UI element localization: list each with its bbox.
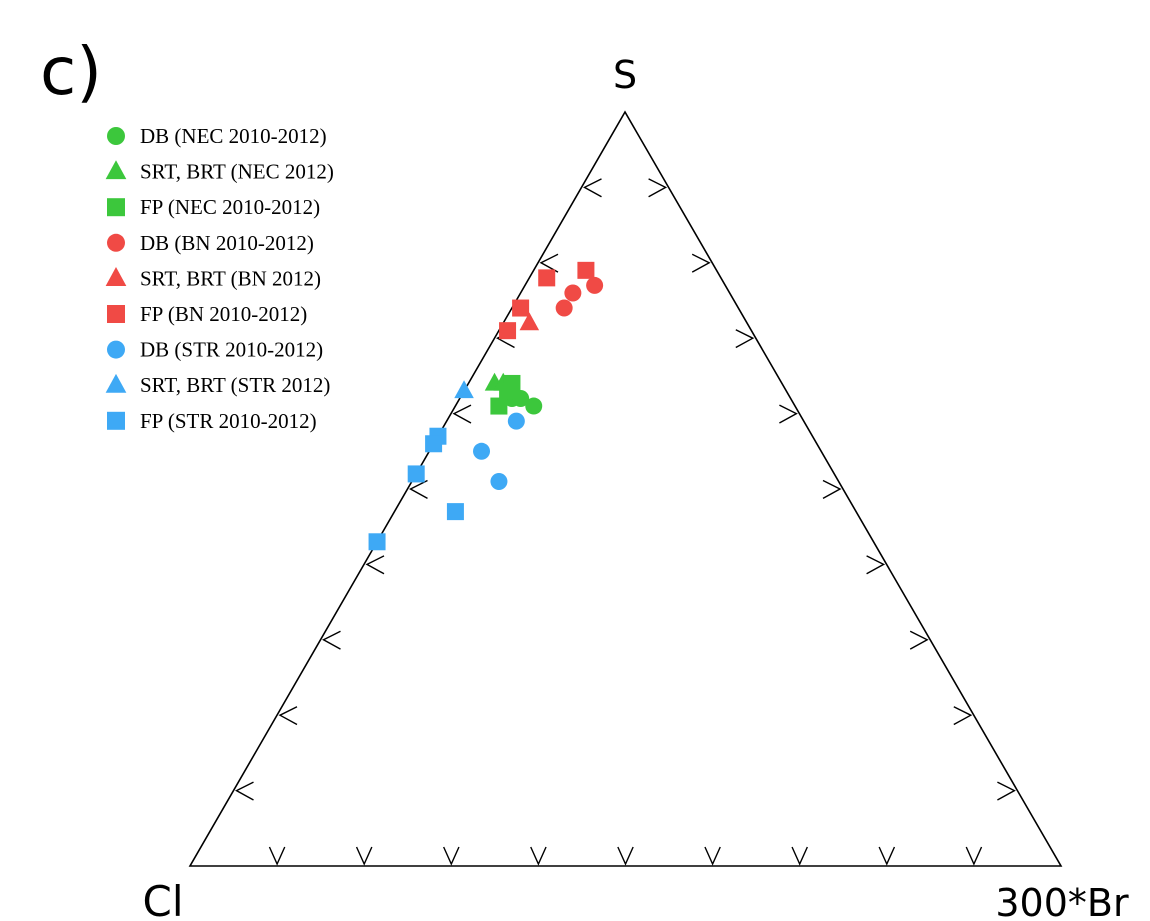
data-point-square (368, 533, 386, 551)
tick-mark-left (408, 479, 428, 499)
tick-mark-bottom (965, 846, 983, 866)
tick-mark-right (953, 706, 973, 726)
legend-entry-label: SRT, BRT (STR 2012) (140, 373, 330, 397)
legend-marker-square (107, 198, 125, 217)
legend-entry-label: DB (STR 2010-2012) (140, 338, 323, 362)
data-point-circle (507, 412, 525, 430)
tick-marks (234, 178, 1016, 866)
tick-mark-right (779, 404, 798, 424)
tick-mark-left (365, 555, 385, 575)
legend-entry-label: DB (NEC 2010-2012) (140, 124, 327, 148)
data-point-square (499, 322, 517, 340)
tick-mark-bottom (355, 846, 373, 866)
legend-marker-circle (107, 340, 125, 359)
tick-mark-right (691, 253, 711, 273)
tick-mark-right (866, 555, 886, 575)
legend-marker-circle (107, 233, 125, 252)
data-point-square (577, 261, 595, 279)
data-point-circle (512, 390, 530, 408)
tick-mark-right (648, 178, 668, 198)
data-point-circle (555, 299, 573, 317)
ternary-triangle (188, 110, 1063, 867)
data-point-square (499, 382, 517, 400)
tick-mark-bottom (443, 846, 460, 866)
tick-mark-left (452, 404, 472, 424)
tick-mark-bottom (530, 846, 547, 866)
data-point-circle (564, 284, 582, 302)
apex-label-cl: Cl (143, 877, 184, 921)
tick-mark-bottom (617, 846, 634, 866)
legend-marker-square (107, 411, 125, 430)
tick-mark-bottom (878, 846, 896, 866)
legend-entry-label: DB (BN 2010-2012) (140, 231, 314, 255)
legend-entry-label: FP (NEC 2010-2012) (140, 195, 320, 219)
legend-marker-triangle (105, 373, 127, 393)
legend-marker-square (107, 305, 125, 323)
tick-mark-left (582, 178, 602, 198)
legend-entry-label: SRT, BRT (BN 2012) (140, 266, 321, 290)
tick-mark-right (822, 479, 842, 499)
tick-mark-left (321, 630, 341, 650)
data-point-circle (490, 472, 508, 490)
data-point-square (538, 269, 556, 287)
tick-mark-left (278, 706, 298, 726)
tick-mark-bottom (791, 846, 808, 866)
data-point-triangle (454, 380, 474, 399)
data-point-square (512, 299, 530, 317)
tick-mark-left (234, 781, 254, 801)
data-point-circle (525, 397, 543, 415)
data-points (368, 261, 604, 551)
legend-marker-circle (107, 127, 125, 145)
data-point-square (407, 465, 425, 483)
legend-marker-triangle (105, 267, 127, 286)
panel-label: c) (40, 33, 102, 110)
legend-entry-label: FP (BN 2010-2012) (140, 302, 307, 326)
data-point-circle (586, 276, 604, 294)
tick-mark-bottom (268, 846, 286, 866)
legend-entry-label: SRT, BRT (NEC 2012) (140, 160, 334, 184)
tick-mark-right (997, 781, 1016, 801)
data-point-square (490, 397, 508, 415)
data-point-triangle (519, 312, 540, 331)
data-point-square (446, 503, 464, 521)
tick-mark-right (909, 630, 929, 650)
data-point-circle (473, 442, 491, 460)
legend-entry-label: FP (STR 2010-2012) (140, 409, 317, 433)
data-point-square (425, 435, 443, 453)
tick-mark-left (539, 253, 559, 273)
legend: DB (NEC 2010-2012) SRT, BRT (NEC 2012) FP … (105, 124, 334, 433)
apex-label-br: 300*Br (995, 881, 1129, 921)
tick-mark-right (735, 329, 755, 349)
apex-label-s: S (613, 53, 637, 97)
legend-marker-triangle (105, 160, 127, 180)
tick-mark-bottom (704, 846, 721, 866)
